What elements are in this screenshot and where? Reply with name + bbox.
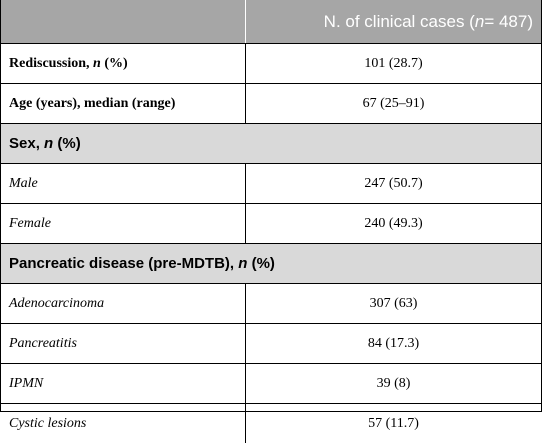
header-cell-cases: N. of clinical cases (n = 487) [246, 0, 541, 43]
table-header-row: N. of clinical cases (n = 487) [1, 0, 541, 43]
row-label-var: n [93, 55, 101, 71]
row-label: IPMN [1, 364, 246, 403]
header-cases-var: n [474, 11, 485, 31]
section-row-pancreatic-disease: Pancreatic disease (pre-MDTB), n (%) [1, 243, 541, 283]
row-value: 67 (25–91) [362, 95, 425, 111]
section-label: Sex, n (%) [1, 124, 81, 163]
row-label: Cystic lesions [1, 404, 246, 443]
row-value: 84 (17.3) [367, 335, 420, 351]
row-label: Male [1, 164, 246, 203]
table-row-adenocarcinoma: Adenocarcinoma 307 (63) [1, 283, 541, 323]
row-label: Adenocarcinoma [1, 284, 246, 323]
row-value: 307 (63) [369, 295, 418, 311]
table-row-cystic-lesions: Cystic lesions 57 (11.7) [1, 403, 541, 443]
row-value: 101 (28.7) [364, 55, 423, 71]
section-label-tail: (%) [247, 255, 275, 272]
row-label: Pancreatitis [1, 324, 246, 363]
row-value: 39 (8) [376, 375, 411, 391]
section-label-tail: (%) [53, 135, 81, 152]
header-cell-label [1, 0, 246, 43]
row-label: Rediscussion, n (%) [1, 44, 246, 83]
row-value: 247 (50.7) [364, 175, 423, 191]
row-label-tail: (%) [100, 55, 128, 71]
table-row-pancreatitis: Pancreatitis 84 (17.3) [1, 323, 541, 363]
section-label-main: Pancreatic disease (pre-MDTB), [9, 255, 239, 272]
section-row-sex: Sex, n (%) [1, 123, 541, 163]
row-label: Age (years), median (range) [1, 84, 246, 123]
header-cases-suffix: = 487) [484, 11, 533, 31]
section-label-main: Sex, [9, 135, 45, 152]
row-label-main: Rediscussion, [9, 55, 94, 71]
section-label-var: n [44, 135, 54, 152]
header-cases-prefix: N. of clinical cases ( [323, 11, 475, 31]
table-row-rediscussion: Rediscussion, n (%) 101 (28.7) [1, 43, 541, 83]
table-row-male: Male 247 (50.7) [1, 163, 541, 203]
table-row-ipmn: IPMN 39 (8) [1, 363, 541, 403]
section-label: Pancreatic disease (pre-MDTB), n (%) [1, 244, 275, 283]
row-value: 240 (49.3) [364, 215, 423, 231]
row-value: 57 (11.7) [368, 415, 419, 431]
row-label: Female [1, 204, 246, 243]
section-label-var: n [238, 255, 248, 272]
table-row-age: Age (years), median (range) 67 (25–91) [1, 83, 541, 123]
table-row-female: Female 240 (49.3) [1, 203, 541, 243]
